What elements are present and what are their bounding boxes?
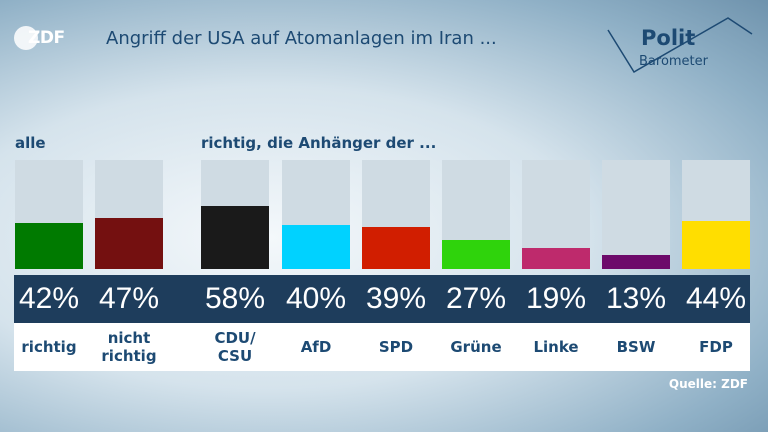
bar-value-label-4: 39% <box>365 282 427 315</box>
bar-track-0 <box>15 160 83 269</box>
bar-track-4 <box>362 160 430 269</box>
bar-category-label-5: Grüne <box>450 338 502 356</box>
group-label-all: alle <box>15 134 46 152</box>
bar-category-label-0: richtig <box>21 338 77 356</box>
zdf-logo-circle <box>14 26 38 50</box>
bar-fill-0 <box>15 223 83 269</box>
percent-band <box>14 275 750 323</box>
bar-category-label-2: CDU/ CSU <box>214 329 256 365</box>
bar-track-6 <box>522 160 590 269</box>
bar-fill-8 <box>682 221 750 269</box>
bar-track-1 <box>95 160 163 269</box>
bar-category-label-1: nicht richtig <box>101 329 157 365</box>
bar-category-label-4: SPD <box>378 338 414 356</box>
bar-fill-1 <box>95 217 163 269</box>
politbarometer-line-icon <box>607 17 753 74</box>
source-note: Quelle: ZDF <box>668 377 748 391</box>
bar-value-label-6: 19% <box>525 282 587 315</box>
bar-track-8 <box>682 160 750 269</box>
bar-fill-7 <box>602 254 670 269</box>
zdf-logo: ZDF <box>14 26 78 50</box>
group-label-supporters: richtig, die Anhänger der ... <box>201 134 437 152</box>
bar-fill-2 <box>201 205 269 269</box>
bar-fill-4 <box>362 226 430 269</box>
bar-value-label-7: 13% <box>605 282 667 315</box>
label-band <box>14 323 750 371</box>
bar-fill-6 <box>522 248 590 269</box>
bar-value-label-5: 27% <box>445 282 507 315</box>
bar-fill-5 <box>442 239 510 269</box>
bar-value-label-3: 40% <box>285 282 347 315</box>
politbarometer-polit: Polit <box>641 26 696 50</box>
bar-value-label-1: 47% <box>98 282 160 315</box>
politbarometer-barometer: Barometer <box>639 54 708 69</box>
bar-track-2 <box>201 160 269 269</box>
bar-category-label-7: BSW <box>616 338 656 356</box>
bar-track-5 <box>442 160 510 269</box>
bar-track-3 <box>282 160 350 269</box>
bar-category-label-3: AfD <box>300 338 332 356</box>
bar-category-label-6: Linke <box>533 338 579 356</box>
zdf-logo-text: ZDF <box>28 28 65 48</box>
bar-value-label-2: 58% <box>204 282 266 315</box>
bar-track-7 <box>602 160 670 269</box>
bar-fill-3 <box>282 225 350 269</box>
bar-value-label-8: 44% <box>685 282 747 315</box>
politbarometer-logo: Polit Barometer <box>606 10 756 80</box>
bar-category-label-8: FDP <box>699 338 733 356</box>
chart-title: Angriff der USA auf Atomanlagen im Iran … <box>106 28 497 49</box>
bar-value-label-0: 42% <box>18 282 80 315</box>
